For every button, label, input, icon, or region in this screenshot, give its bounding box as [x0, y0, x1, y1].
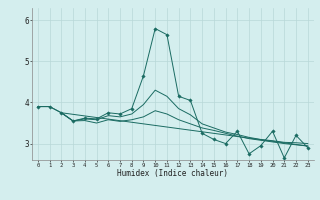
- X-axis label: Humidex (Indice chaleur): Humidex (Indice chaleur): [117, 169, 228, 178]
